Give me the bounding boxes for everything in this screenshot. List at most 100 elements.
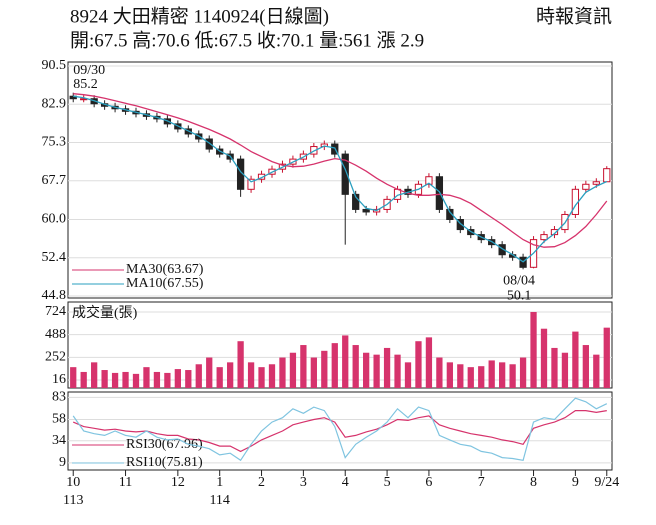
y-tick-label: 488 <box>45 327 66 342</box>
volume-bar <box>331 343 338 388</box>
candle-body <box>603 168 611 183</box>
annotation-value: 85.2 <box>73 77 98 92</box>
legend-label: MA10(67.55) <box>126 276 204 291</box>
volume-bar <box>237 341 244 388</box>
volume-bar <box>467 367 474 388</box>
volume-bar <box>446 362 453 388</box>
candle-body <box>550 229 559 236</box>
panel-frame <box>67 391 613 471</box>
candle-body <box>540 234 548 241</box>
volume-bar <box>143 367 150 388</box>
x-tick-label: 4 <box>342 475 349 490</box>
volume-bar <box>363 352 370 388</box>
y-tick-label: 16 <box>52 372 66 387</box>
candle-body <box>205 138 213 150</box>
y-tick-label: 252 <box>45 350 66 365</box>
subtitle: 開:67.5 高:70.6 低:67.5 收:70.1 量:561 漲 2.9 <box>70 29 424 51</box>
candle-body <box>362 208 370 213</box>
ma-line <box>73 95 608 263</box>
x-tick-label: 11 <box>119 475 132 490</box>
x-tick-label: 1 <box>216 475 223 490</box>
volume-bar <box>342 335 349 388</box>
x-tick-label: 2 <box>258 475 265 490</box>
volume-bar <box>279 357 286 388</box>
volume-bar <box>101 370 108 388</box>
x-tick-label: 7 <box>478 475 485 490</box>
volume-bar <box>436 357 443 388</box>
volume-bar <box>519 357 527 388</box>
volume-bar <box>415 341 422 388</box>
legend-label: RSI10(75.81) <box>126 455 203 470</box>
candle-body <box>425 176 433 185</box>
volume-bar <box>352 345 359 388</box>
volume-bar <box>185 370 192 388</box>
chart-title: 8924 大田精密 1140924(日線圖) <box>70 5 329 27</box>
volume-bar <box>122 371 129 388</box>
candle-body <box>498 244 506 256</box>
x-tick-label: 10 <box>66 475 80 490</box>
volume-bar <box>373 354 380 388</box>
x-tick-label: 8 <box>530 475 537 490</box>
annotation-date: 09/30 <box>73 63 105 78</box>
volume-bar <box>572 331 579 388</box>
volume-bar <box>394 354 401 388</box>
volume-bar <box>300 345 307 388</box>
volume-bar <box>206 357 213 388</box>
y-tick-label: 34 <box>52 433 66 448</box>
panel-label: 成交量(張) <box>72 304 138 321</box>
volume-bar <box>540 328 548 388</box>
volume-bar <box>499 362 506 388</box>
y-tick-label: 83 <box>52 390 66 405</box>
panel-frame <box>67 301 613 389</box>
year-label: 114 <box>209 493 229 508</box>
candle-body <box>456 219 464 231</box>
y-tick-label: 90.5 <box>42 58 67 73</box>
panel-frame <box>67 61 613 299</box>
volume-bar <box>551 347 558 388</box>
y-tick-label: 67.7 <box>42 173 67 188</box>
volume-bar <box>164 372 171 388</box>
volume-bar <box>488 360 495 388</box>
volume-bar <box>153 371 161 388</box>
volume-bar <box>530 311 537 388</box>
x-tick-label: 3 <box>300 475 307 490</box>
candle-body <box>310 146 318 155</box>
volume-bar <box>603 327 610 388</box>
volume-bar <box>457 364 464 388</box>
legend-label: MA30(63.67) <box>126 262 204 277</box>
y-tick-label: 60.0 <box>42 212 67 227</box>
volume-bar <box>321 350 328 388</box>
y-tick-label: 52.4 <box>42 250 67 265</box>
volume-bar <box>582 345 589 388</box>
annotation-date: 08/04 <box>503 274 535 289</box>
x-tick-label: 5 <box>384 475 391 490</box>
volume-bar <box>195 364 202 388</box>
legend-label: RSI30(67.96) <box>126 437 203 452</box>
volume-bar <box>91 362 98 388</box>
volume-bar <box>216 367 223 388</box>
volume-bar <box>404 362 412 388</box>
y-tick-label: 44.8 <box>42 288 67 303</box>
annotation-value: 50.1 <box>507 289 532 304</box>
candle-body <box>582 183 590 190</box>
year-label: 113 <box>63 493 83 508</box>
volume-bar <box>132 373 140 388</box>
volume-bar <box>227 362 234 388</box>
x-tick-label: 9 <box>572 475 579 490</box>
candle-body <box>247 178 255 190</box>
y-tick-label: 75.3 <box>42 135 67 150</box>
rsi-line <box>72 410 607 453</box>
volume-bar <box>425 337 433 388</box>
volume-bar <box>310 357 317 388</box>
x-tick-label: 12 <box>171 475 185 490</box>
candle-body <box>592 181 600 185</box>
volume-bar <box>258 367 265 388</box>
x-tick-label: 9/24 <box>594 475 619 490</box>
volume-bar <box>509 364 516 388</box>
volume-bar <box>111 372 119 388</box>
volume-bar <box>383 347 391 388</box>
volume-bar <box>478 366 485 388</box>
candle-body <box>352 193 360 210</box>
rsi-line <box>72 397 608 462</box>
